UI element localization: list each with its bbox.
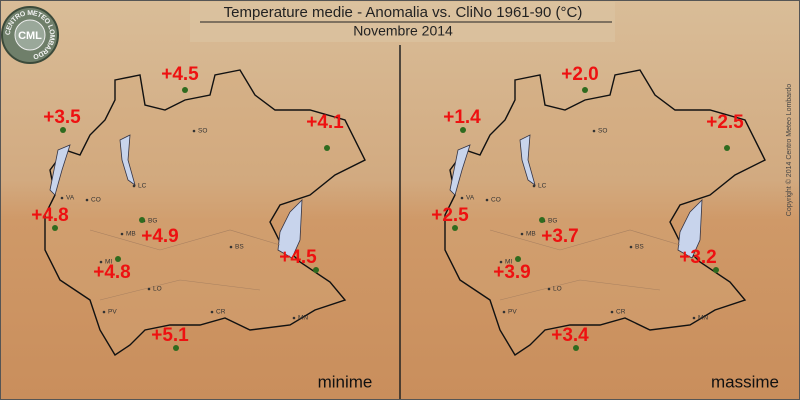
city-dot: [502, 310, 506, 314]
city-dot: [629, 245, 633, 249]
city-label: LO: [153, 286, 162, 293]
subtitle: Novembre 2014: [353, 23, 453, 39]
city-label: SO: [598, 128, 607, 135]
city-label: MI: [505, 259, 512, 266]
station-marker: [115, 256, 121, 262]
city-label: BS: [635, 244, 644, 251]
city-label: MI: [105, 259, 112, 266]
station-marker: [573, 345, 579, 351]
anomaly-label: +1.4: [443, 107, 481, 128]
city-label: LC: [138, 183, 147, 190]
city-label: CR: [616, 309, 626, 316]
station-marker: [324, 145, 330, 151]
city-label: CO: [491, 197, 501, 204]
city-label: BS: [235, 244, 244, 251]
station-marker: [452, 225, 458, 231]
city-dot: [210, 310, 214, 314]
city-dot: [99, 260, 103, 264]
station-marker: [460, 127, 466, 133]
city-label: MB: [526, 231, 536, 238]
city-label: VA: [466, 195, 475, 202]
anomaly-label: +2.5: [706, 112, 744, 133]
city-label: BG: [148, 218, 157, 225]
panel-label: minime: [318, 372, 373, 391]
anomaly-label: +3.9: [493, 262, 531, 283]
anomaly-label: +4.5: [279, 247, 317, 268]
city-dot: [547, 287, 551, 291]
city-dot: [132, 184, 136, 188]
anomaly-label: +4.8: [93, 262, 131, 283]
anomaly-label: +3.4: [551, 325, 589, 346]
city-label: MN: [698, 315, 708, 322]
station-marker: [539, 217, 545, 223]
city-label: VA: [66, 195, 75, 202]
city-dot: [85, 198, 89, 202]
city-label: PV: [508, 309, 517, 316]
city-dot: [610, 310, 614, 314]
city-dot: [229, 245, 233, 249]
anomaly-label: +4.1: [306, 112, 344, 133]
city-dot: [102, 310, 106, 314]
title: Temperature medie - Anomalia vs. CliNo 1…: [224, 4, 583, 21]
city-label: LC: [538, 183, 547, 190]
city-dot: [192, 129, 196, 133]
station-marker: [515, 256, 521, 262]
station-marker: [52, 225, 58, 231]
city-dot: [120, 232, 124, 236]
city-dot: [485, 198, 489, 202]
anomaly-label: +2.5: [431, 205, 469, 226]
anomaly-label: +5.1: [151, 325, 189, 346]
station-marker: [724, 145, 730, 151]
labels-layer: SO LC CO VA BG MB BS MI LO CR PV MN +4.5 +3.5 +4.1 +4.8…: [31, 64, 779, 391]
city-dot: [292, 316, 296, 320]
station-marker: [713, 267, 719, 273]
city-label: CO: [91, 197, 101, 204]
city-label: MB: [126, 231, 136, 238]
panel-label: massime: [711, 372, 779, 391]
station-marker: [139, 217, 145, 223]
station-marker: [182, 87, 188, 93]
city-label: LO: [553, 286, 562, 293]
city-label: CR: [216, 309, 226, 316]
station-marker: [582, 87, 588, 93]
city-dot: [460, 196, 464, 200]
city-dot: [147, 287, 151, 291]
station-marker: [313, 267, 319, 273]
city-dot: [499, 260, 503, 264]
city-dot: [520, 232, 524, 236]
logo-inner: [14, 19, 46, 51]
city-dot: [532, 184, 536, 188]
city-label: BG: [548, 218, 557, 225]
anomaly-label: +4.8: [31, 205, 69, 226]
city-label: SO: [198, 128, 207, 135]
city-dot: [692, 316, 696, 320]
city-label: PV: [108, 309, 117, 316]
anomaly-label: +4.5: [161, 64, 199, 85]
logo-text: CML: [18, 30, 42, 42]
city-dot: [60, 196, 64, 200]
anomaly-label: +3.2: [679, 247, 717, 268]
station-marker: [173, 345, 179, 351]
anomaly-label: +3.7: [541, 226, 579, 247]
anomaly-label: +4.9: [141, 226, 179, 247]
station-marker: [60, 127, 66, 133]
city-label: MN: [298, 315, 308, 322]
anomaly-label: +2.0: [561, 64, 599, 85]
copyright: Copyright © 2014 Centro Meteo Lombardo: [785, 84, 793, 217]
city-dot: [592, 129, 596, 133]
anomaly-label: +3.5: [43, 107, 81, 128]
